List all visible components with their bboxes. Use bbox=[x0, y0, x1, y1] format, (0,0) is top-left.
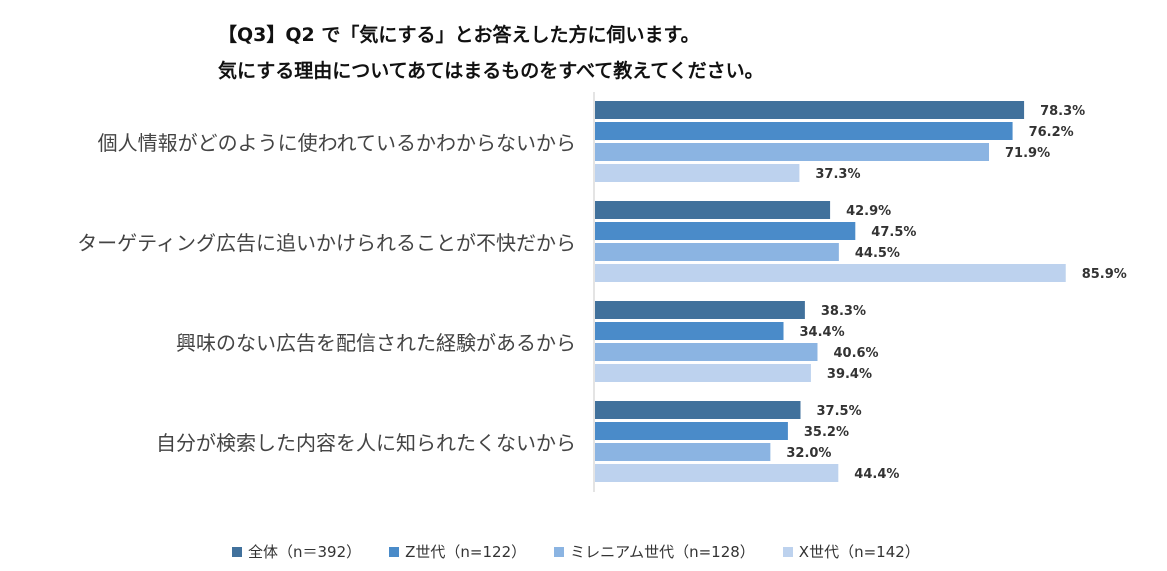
chart-title-line-2: 気にする理由についてあてはまるものをすべて教えてください。 bbox=[218, 60, 764, 82]
data-label: 71.9% bbox=[1005, 146, 1050, 161]
data-label: 37.5% bbox=[817, 404, 862, 419]
legend-item: 全体（n＝392） bbox=[232, 541, 361, 562]
chart-title-line-1: 【Q3】Q2 で「気にする」とお答えした方に伺います。 bbox=[218, 24, 700, 46]
data-label: 76.2% bbox=[1029, 125, 1074, 140]
category-label: 個人情報がどのように使われているかわからないから bbox=[98, 131, 576, 155]
category-label: ターゲティング広告に追いかけられることが不快だから bbox=[77, 231, 576, 255]
data-label: 44.4% bbox=[854, 467, 899, 482]
bar bbox=[595, 222, 856, 240]
legend-label: X世代（n=142） bbox=[798, 543, 920, 561]
legend-label: Z世代（n=122） bbox=[405, 543, 527, 561]
bar bbox=[595, 322, 784, 340]
bar bbox=[595, 301, 805, 319]
data-label: 40.6% bbox=[833, 346, 878, 361]
bar bbox=[595, 264, 1066, 282]
bar bbox=[595, 143, 990, 161]
data-label: 78.3% bbox=[1040, 104, 1085, 119]
category-label: 自分が検索した内容を人に知られたくないから bbox=[156, 431, 576, 455]
legend-label: ミレニアム世代（n=128） bbox=[570, 543, 755, 561]
legend-item: ミレニアム世代（n=128） bbox=[554, 541, 755, 562]
bar bbox=[595, 464, 839, 482]
bar bbox=[595, 343, 818, 361]
chart-legend: 全体（n＝392） Z世代（n=122） ミレニアム世代（n=128） X世代（n=1… bbox=[232, 541, 920, 562]
bar bbox=[595, 243, 839, 261]
bar bbox=[595, 401, 801, 419]
data-label: 44.5% bbox=[855, 246, 900, 261]
legend-item: Z世代（n=122） bbox=[389, 541, 526, 562]
bar bbox=[595, 364, 811, 382]
data-label: 38.3% bbox=[821, 304, 866, 319]
bar bbox=[595, 164, 800, 182]
data-label: 32.0% bbox=[786, 446, 831, 461]
legend-swatch bbox=[554, 546, 565, 557]
legend-swatch bbox=[232, 546, 242, 557]
data-label: 37.3% bbox=[815, 167, 860, 182]
bar bbox=[595, 201, 831, 219]
data-label: 39.4% bbox=[827, 367, 872, 382]
data-label: 47.5% bbox=[871, 225, 916, 240]
legend-swatch bbox=[782, 546, 793, 557]
bar bbox=[595, 443, 771, 461]
category-label: 興味のない広告を配信された経験があるから bbox=[176, 331, 576, 355]
legend-swatch bbox=[389, 546, 400, 557]
data-label: 35.2% bbox=[804, 425, 849, 440]
bar bbox=[595, 422, 788, 440]
data-label: 42.9% bbox=[846, 204, 891, 219]
data-label: 85.9% bbox=[1082, 267, 1127, 282]
bar bbox=[595, 122, 1013, 140]
legend-item: X世代（n=142） bbox=[782, 541, 920, 562]
bar bbox=[595, 101, 1025, 119]
data-label: 34.4% bbox=[800, 325, 845, 340]
legend-label: 全体（n＝392） bbox=[248, 543, 362, 561]
